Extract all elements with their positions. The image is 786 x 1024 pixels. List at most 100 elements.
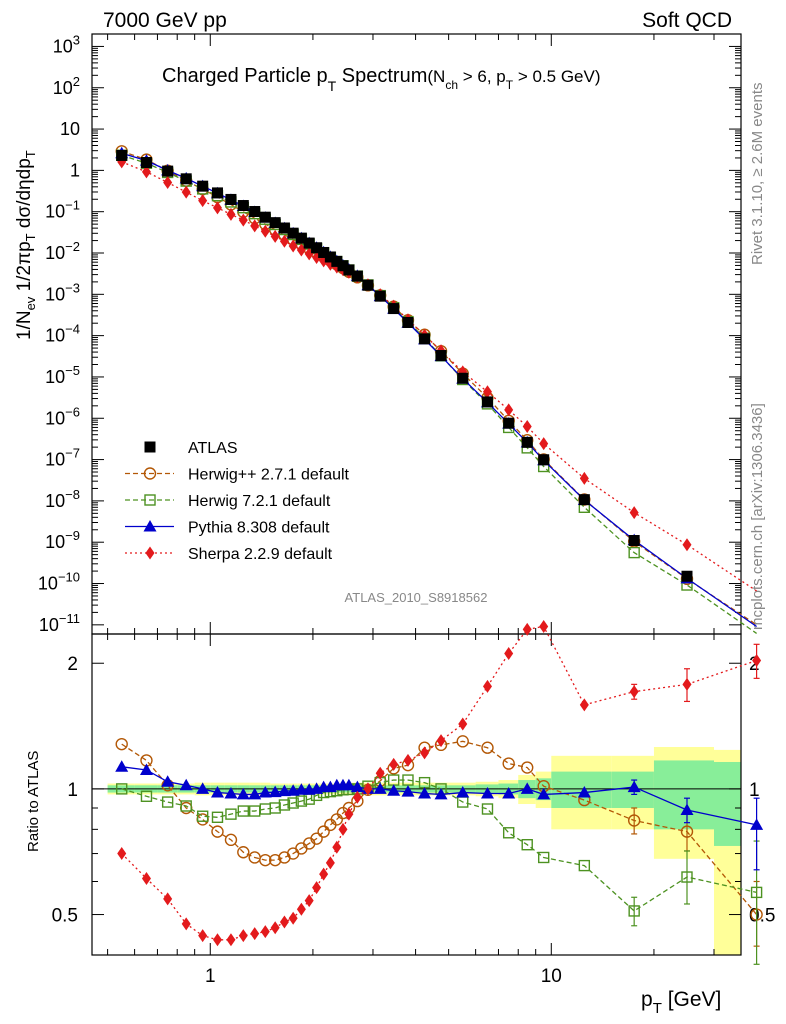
- ratio-point: [181, 917, 191, 931]
- ratio-point: [402, 774, 414, 786]
- data-point: [331, 255, 343, 267]
- y-axis-label-bottom: Ratio to ATLAS: [25, 751, 42, 852]
- ratio-point: [434, 787, 448, 800]
- ratio-point: [504, 647, 514, 661]
- y-tick-label: 1: [70, 160, 80, 180]
- data-point: [269, 217, 281, 229]
- ratio-point: [304, 894, 314, 908]
- ratio-point: [403, 753, 413, 767]
- ratio-point: [211, 825, 224, 838]
- ratio-point: [310, 832, 323, 845]
- data-point: [457, 372, 469, 384]
- y-tick-label: 10−10: [38, 570, 80, 594]
- data-point: [163, 175, 173, 189]
- data-point: [141, 165, 151, 179]
- ratio-point: [317, 825, 330, 838]
- ratio-point: [629, 685, 639, 699]
- ratio-point: [420, 746, 430, 760]
- y-tick-label: 10−1: [45, 198, 80, 222]
- ratio-point: [521, 839, 533, 851]
- data-point: [287, 227, 299, 239]
- data-point: [180, 173, 192, 185]
- data-point: [140, 157, 152, 169]
- data-point: [225, 193, 237, 205]
- ratio-point: [115, 737, 128, 751]
- ratio-point: [521, 761, 534, 774]
- data-point: [538, 454, 550, 466]
- ratio-point: [363, 782, 373, 796]
- data-point: [250, 219, 260, 233]
- ratio-point: [522, 622, 532, 636]
- data-point: [278, 222, 290, 234]
- data-point: [579, 471, 589, 485]
- ratio-point: [481, 803, 494, 815]
- ratio-point: [373, 782, 387, 794]
- data-point: [481, 396, 493, 408]
- data-point: [311, 242, 323, 254]
- ratio-point: [115, 760, 129, 772]
- ratio-point: [141, 871, 151, 885]
- ratio-point: [312, 881, 322, 895]
- ratio-point: [296, 902, 306, 916]
- ratio-point: [520, 782, 534, 794]
- data-point: [237, 200, 249, 212]
- ratio-point: [537, 851, 550, 864]
- ratio-point: [163, 892, 173, 906]
- ratio-point: [342, 778, 356, 791]
- ratio-point: [539, 619, 549, 633]
- mcplots-label: mcplots.cern.ch [arXiv:1306.3436]: [749, 403, 766, 630]
- ratio-line: [121, 740, 758, 915]
- y-tick-label: 10−7: [45, 446, 80, 470]
- x-tick-label: 1: [205, 966, 216, 987]
- series-top-4: [117, 155, 757, 592]
- data-point: [402, 316, 414, 328]
- ratio-point: [224, 786, 238, 799]
- ratio-point: [319, 867, 329, 881]
- y-tick-label: 10−6: [45, 404, 80, 428]
- ratio-point: [270, 921, 280, 935]
- uncertainty-band-inner: [551, 771, 612, 808]
- ratio-point: [325, 856, 335, 870]
- data-point: [116, 149, 128, 161]
- series-ratio-3: [117, 619, 762, 947]
- legend-label: Pythia 8.308 default: [188, 520, 330, 537]
- ratio-point: [401, 785, 415, 797]
- chart-title: Charged Particle pT Spectrum(Nch > 6, pT…: [162, 65, 601, 94]
- ratio-point: [338, 822, 348, 836]
- y-tick-label: 10−3: [45, 280, 80, 304]
- ratio-point: [680, 803, 694, 816]
- ratio-point: [278, 799, 291, 811]
- data-point: [362, 279, 374, 291]
- ratio-point: [161, 775, 175, 787]
- data-point: [388, 303, 400, 315]
- data-point: [419, 333, 431, 345]
- data-point: [249, 206, 261, 218]
- data-point: [351, 270, 363, 282]
- ratio-point: [237, 846, 250, 859]
- ratio-point: [682, 677, 692, 691]
- ratio-point: [680, 825, 694, 838]
- ratio-tick-label-right: 2: [749, 654, 760, 675]
- ratio-point: [350, 780, 364, 793]
- ratio-point: [288, 911, 298, 925]
- data-point: [296, 243, 306, 257]
- ratio-point: [458, 717, 468, 731]
- data-point: [522, 420, 532, 434]
- ratio-point: [456, 735, 469, 748]
- ratio-point: [211, 811, 224, 823]
- ratio-point: [502, 786, 516, 799]
- data-point: [503, 417, 515, 429]
- ratio-point: [210, 786, 224, 798]
- header-right: Soft QCD: [642, 9, 732, 32]
- ratio-point: [537, 787, 551, 800]
- ratio-point: [502, 827, 515, 839]
- ratio-point: [352, 790, 362, 804]
- y-tick-label: 10−11: [39, 611, 80, 635]
- ratio-point: [196, 782, 210, 794]
- legend-marker: [143, 467, 157, 480]
- legend: ATLAS Herwig++ 2.7.1 default Herwig 7.2.1 …: [125, 440, 350, 563]
- legend-marker: [144, 494, 156, 506]
- y-tick-label: 103: [53, 32, 80, 56]
- x-axis-label: pT [GeV]: [641, 988, 721, 1017]
- data-point: [539, 437, 549, 451]
